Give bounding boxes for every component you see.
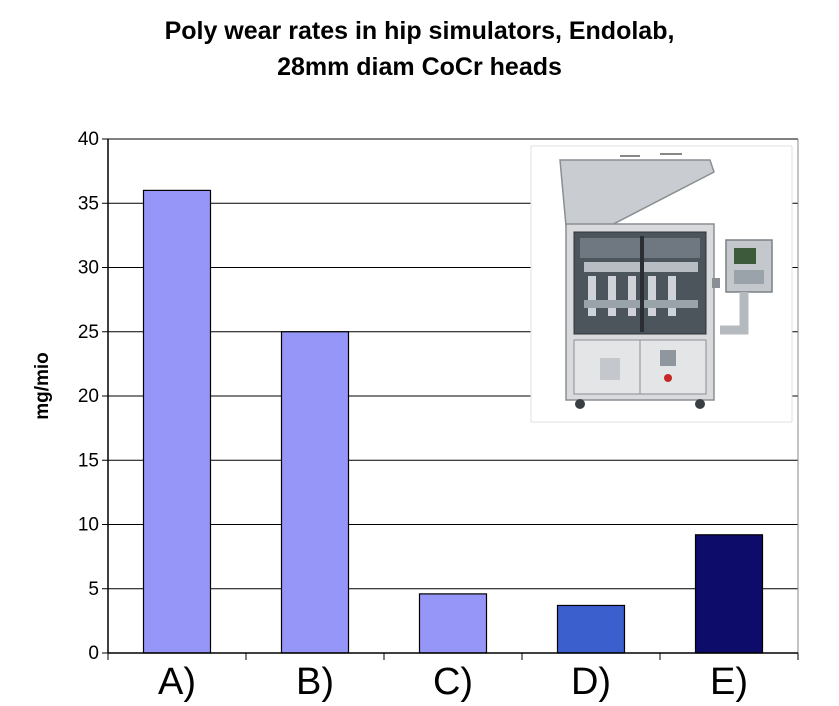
- y-tick-label: 30: [78, 258, 99, 279]
- bars: [142, 189, 764, 654]
- labels: 0 5 10 15 20 25 30 35 40 A) B) C) D) E) mg/mio: [32, 129, 748, 703]
- y-tick-label: 10: [78, 515, 99, 536]
- x-category-label: B): [296, 661, 334, 703]
- bar: [694, 534, 764, 654]
- chart-subtitle: 28mm diam CoCr heads: [277, 53, 562, 81]
- bar: [556, 604, 626, 654]
- y-tick-label: 35: [78, 193, 99, 214]
- bar: [418, 593, 488, 654]
- y-axis-title: mg/mio: [32, 352, 53, 420]
- y-tick-label: 25: [78, 322, 99, 343]
- x-category-label: D): [571, 661, 611, 703]
- y-tick-label: 0: [88, 643, 99, 664]
- axes: [102, 138, 799, 660]
- x-category-label: E): [710, 661, 748, 703]
- x-category-label: C): [433, 661, 473, 703]
- y-tick-label: 15: [78, 450, 99, 471]
- bar: [280, 331, 350, 654]
- bar: [142, 189, 212, 654]
- chart-title: Poly wear rates in hip simulators, Endol…: [164, 17, 675, 45]
- x-category-label: A): [158, 661, 196, 703]
- y-tick-label: 40: [78, 129, 99, 150]
- hip-simulator-photo: [530, 145, 793, 423]
- y-tick-label: 20: [78, 386, 99, 407]
- y-tick-label: 5: [88, 579, 99, 600]
